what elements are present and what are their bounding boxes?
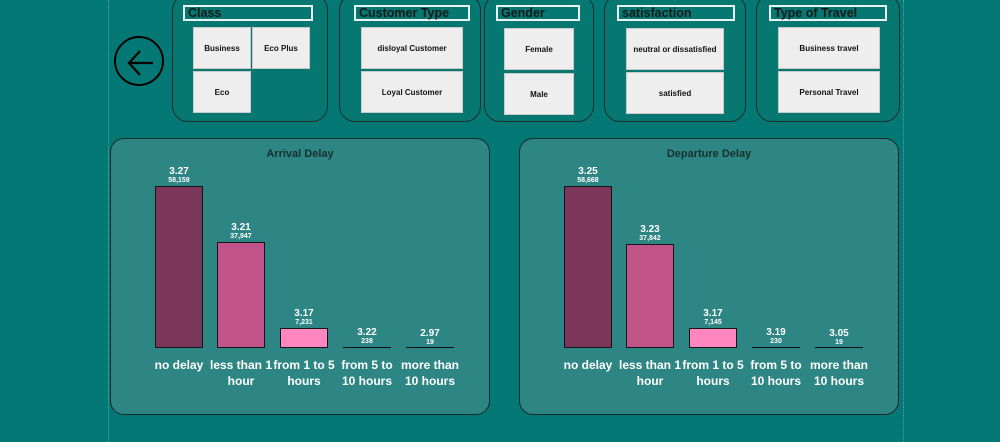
departure-avg-label-2: 3.23 — [640, 224, 660, 235]
departure-category-label-4: from 5 to 10 hours — [750, 358, 802, 388]
class-option-business[interactable]: Business — [193, 27, 251, 69]
class-option-eco[interactable]: Eco — [193, 71, 251, 113]
arrival-data-label-4: 3.22 238 — [337, 327, 397, 346]
arrival-avg-label-4: 3.22 — [357, 327, 377, 338]
customer-type-option-loyal[interactable]: Loyal Customer — [361, 71, 463, 113]
canvas-guide-right — [903, 0, 904, 442]
arrow-left-icon — [127, 50, 153, 76]
departure-category-label-2: less than 1 hour — [618, 358, 682, 388]
gender-option-male[interactable]: Male — [504, 73, 574, 115]
arrival-count-label-5: 19 — [426, 339, 434, 346]
departure-count-label-2: 37,842 — [639, 235, 661, 242]
arrival-avg-label-3: 3.17 — [294, 308, 314, 319]
back-button[interactable] — [114, 36, 164, 86]
customer-type-slicer: Customer Type disloyal Customer Loyal Cu… — [339, 0, 481, 122]
satisfaction-slicer-title: satisfaction — [617, 5, 735, 21]
arrival-bar-5[interactable] — [406, 347, 454, 348]
departure-count-label-1: 58,668 — [577, 177, 599, 184]
satisfaction-slicer: satisfaction neutral or dissatisfied sat… — [604, 0, 746, 122]
departure-avg-label-3: 3.17 — [703, 308, 723, 319]
class-slicer-title: Class — [183, 5, 313, 21]
departure-delay-title: Departure Delay — [666, 148, 752, 160]
arrival-data-label-2: 3.21 37,947 — [211, 222, 271, 241]
departure-bar-2[interactable] — [626, 244, 674, 348]
travel-option-business[interactable]: Business travel — [778, 27, 880, 69]
arrival-avg-label-5: 2.97 — [420, 328, 440, 339]
arrival-data-label-1: 3.27 58,159 — [149, 166, 209, 185]
departure-count-label-5: 19 — [835, 339, 843, 346]
arrival-bar-4[interactable] — [343, 347, 391, 348]
arrival-delay-title: Arrival Delay — [266, 148, 334, 160]
arrival-count-label-2: 37,947 — [230, 233, 252, 240]
departure-data-label-3: 3.17 7,145 — [683, 308, 743, 327]
satisfaction-option-neutral[interactable]: neutral or dissatisfied — [626, 28, 724, 70]
gender-slicer-title: Gender — [496, 5, 580, 21]
customer-type-option-disloyal[interactable]: disloyal Customer — [361, 27, 463, 69]
arrival-data-label-5: 2.97 19 — [400, 328, 460, 347]
arrival-avg-label-2: 3.21 — [231, 222, 251, 233]
arrival-avg-label-1: 3.27 — [169, 166, 189, 177]
departure-bar-4[interactable] — [752, 347, 800, 348]
departure-count-label-4: 230 — [770, 338, 782, 345]
departure-avg-label-1: 3.25 — [578, 166, 598, 177]
arrival-count-label-4: 238 — [361, 338, 373, 345]
travel-option-personal[interactable]: Personal Travel — [778, 71, 880, 113]
departure-bar-5[interactable] — [815, 347, 863, 348]
arrival-category-label-4: from 5 to 10 hours — [341, 358, 393, 388]
departure-data-label-4: 3.19 230 — [746, 327, 806, 346]
arrival-category-label-3: from 1 to 5 hours — [273, 358, 335, 388]
departure-avg-label-4: 3.19 — [766, 327, 786, 338]
departure-delay-chart: Departure Delay 3.25 58,668 no delay 3.23 37… — [519, 138, 899, 415]
departure-category-label-3: from 1 to 5 hours — [682, 358, 744, 388]
type-of-travel-slicer: Type of Travel Business travel Personal … — [756, 0, 900, 122]
arrival-data-label-3: 3.17 7,231 — [274, 308, 334, 327]
canvas-guide-left — [108, 0, 109, 442]
arrival-count-label-1: 58,159 — [168, 177, 190, 184]
departure-bar-1[interactable] — [564, 186, 612, 348]
satisfaction-option-satisfied[interactable]: satisfied — [626, 72, 724, 114]
departure-data-label-5: 3.05 19 — [809, 328, 869, 347]
customer-type-slicer-title: Customer Type — [354, 5, 470, 21]
departure-avg-label-5: 3.05 — [829, 328, 849, 339]
class-option-eco-plus[interactable]: Eco Plus — [252, 27, 310, 69]
type-of-travel-slicer-title: Type of Travel — [769, 5, 887, 21]
departure-category-label-1: no delay — [563, 358, 613, 372]
arrival-bar-1[interactable] — [155, 186, 203, 348]
departure-category-label-5: more than 10 hours — [809, 358, 868, 388]
arrival-category-label-2: less than 1 hour — [209, 358, 273, 388]
gender-option-female[interactable]: Female — [504, 28, 574, 70]
arrival-count-label-3: 7,231 — [295, 319, 313, 326]
arrival-bar-3[interactable] — [280, 328, 328, 348]
departure-bar-3[interactable] — [689, 328, 737, 348]
departure-data-label-2: 3.23 37,842 — [620, 224, 680, 243]
arrival-delay-chart: Arrival Delay 3.27 58,159 no delay 3.21 37,9… — [110, 138, 490, 415]
arrival-bar-2[interactable] — [217, 242, 265, 348]
gender-slicer: Gender Female Male — [484, 0, 594, 122]
departure-count-label-3: 7,145 — [704, 319, 722, 326]
arrival-category-label-1: no delay — [154, 358, 204, 372]
arrival-category-label-5: more than 10 hours — [400, 358, 459, 388]
departure-data-label-1: 3.25 58,668 — [558, 166, 618, 185]
class-slicer: Class Business Eco Plus Eco — [172, 0, 328, 122]
